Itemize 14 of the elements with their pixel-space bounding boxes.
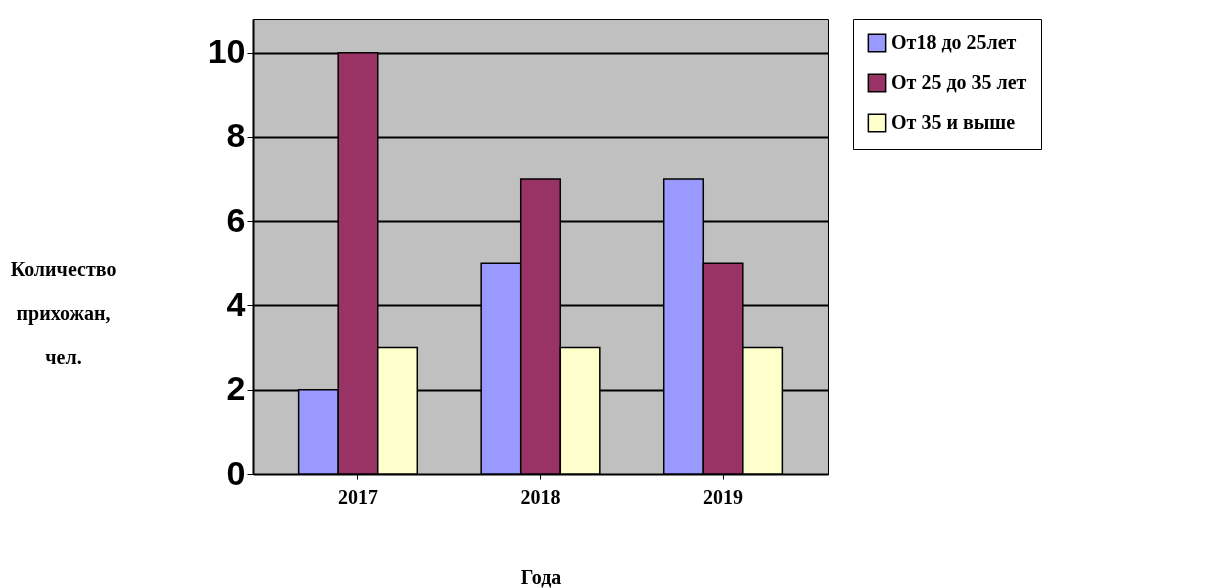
y-tick-label: 2 [226,369,246,408]
y-tick-label: 10 [207,32,246,71]
x-tick-label: 2017 [337,485,378,508]
y-tick-label: 0 [226,453,246,492]
x-axis-title: Года [520,565,562,588]
x-tick-label: 2019 [703,485,744,508]
y-axis-title: Количество прихожан, чел. [10,257,117,368]
legend-label: От18 до 25лет [891,31,1017,53]
y-tick-label: 8 [226,116,246,155]
y-tick-label: 6 [226,200,246,239]
legend-label: От 25 до 35 лет [891,71,1027,93]
x-tick-label: 2018 [520,485,561,508]
legend-label: От 35 и выше [891,111,1016,133]
y-tick-label: 4 [226,284,246,323]
